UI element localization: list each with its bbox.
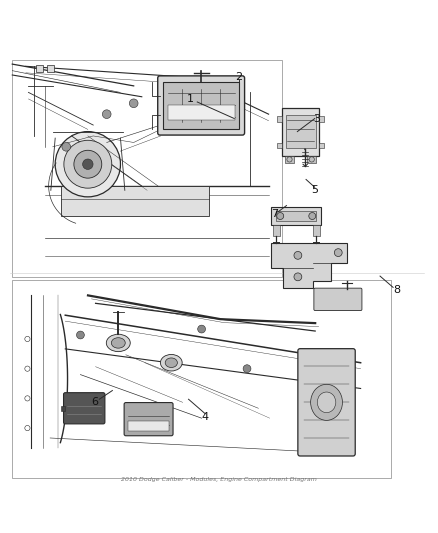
Bar bbox=[12, 279, 391, 478]
Circle shape bbox=[277, 213, 284, 220]
Bar bbox=[12, 60, 282, 277]
Circle shape bbox=[64, 140, 112, 188]
FancyBboxPatch shape bbox=[314, 288, 362, 311]
Ellipse shape bbox=[111, 338, 125, 348]
Circle shape bbox=[62, 142, 71, 151]
Bar bbox=[61, 186, 209, 216]
Bar bbox=[168, 106, 235, 120]
FancyBboxPatch shape bbox=[124, 402, 173, 436]
Polygon shape bbox=[271, 243, 347, 288]
Circle shape bbox=[77, 331, 85, 339]
Text: 2010 Dodge Caliber - Modules, Engine Compartment Diagram: 2010 Dodge Caliber - Modules, Engine Com… bbox=[121, 478, 317, 482]
Text: 3: 3 bbox=[314, 114, 321, 124]
Text: 5: 5 bbox=[311, 185, 318, 195]
Bar bbox=[313, 225, 320, 236]
Text: 8: 8 bbox=[393, 286, 400, 295]
Bar bbox=[282, 108, 319, 156]
Bar bbox=[12, 60, 282, 277]
Bar bbox=[61, 406, 65, 411]
Bar bbox=[163, 82, 239, 130]
Bar bbox=[285, 156, 294, 163]
Circle shape bbox=[55, 132, 120, 197]
Circle shape bbox=[334, 249, 342, 256]
Bar bbox=[277, 143, 282, 148]
Bar bbox=[12, 279, 391, 478]
FancyBboxPatch shape bbox=[158, 76, 244, 135]
Circle shape bbox=[294, 273, 302, 281]
Bar bbox=[271, 207, 321, 225]
Bar bbox=[286, 115, 316, 148]
Bar bbox=[36, 65, 43, 72]
Bar bbox=[128, 421, 169, 431]
Bar bbox=[273, 225, 280, 236]
FancyBboxPatch shape bbox=[64, 393, 105, 424]
Circle shape bbox=[198, 325, 205, 333]
Text: 4: 4 bbox=[201, 411, 208, 422]
Text: 2: 2 bbox=[235, 72, 242, 82]
Ellipse shape bbox=[165, 358, 177, 368]
Bar bbox=[46, 65, 53, 72]
Text: 6: 6 bbox=[92, 397, 99, 407]
Circle shape bbox=[74, 150, 102, 178]
FancyBboxPatch shape bbox=[298, 349, 355, 456]
Circle shape bbox=[294, 252, 302, 259]
Ellipse shape bbox=[160, 354, 182, 371]
Circle shape bbox=[309, 213, 316, 220]
Bar bbox=[277, 116, 282, 122]
Circle shape bbox=[243, 365, 251, 373]
Text: 7: 7 bbox=[271, 209, 278, 219]
Ellipse shape bbox=[106, 334, 130, 352]
Text: 1: 1 bbox=[187, 94, 194, 104]
Circle shape bbox=[102, 110, 111, 118]
Bar bbox=[307, 156, 316, 163]
Bar bbox=[319, 143, 324, 148]
Ellipse shape bbox=[317, 392, 336, 413]
Circle shape bbox=[129, 99, 138, 108]
Ellipse shape bbox=[311, 384, 343, 421]
Bar bbox=[276, 211, 316, 222]
Bar bbox=[319, 116, 324, 122]
Circle shape bbox=[83, 159, 93, 169]
